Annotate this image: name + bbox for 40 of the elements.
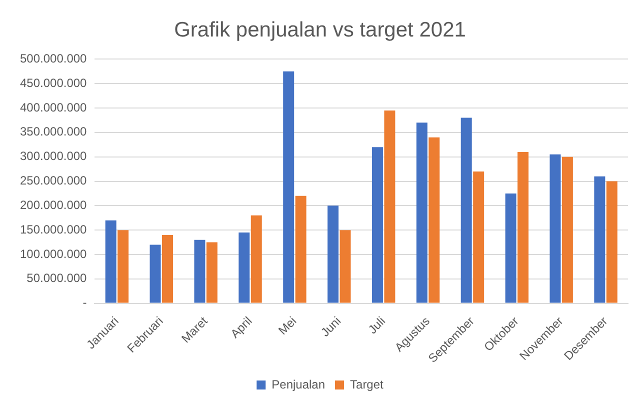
bar — [416, 122, 428, 303]
bar — [238, 232, 250, 303]
bar — [550, 154, 561, 303]
y-tick-label: 100.000.000 — [20, 246, 88, 261]
y-tick-label: 350.000.000 — [20, 124, 88, 139]
bar — [594, 176, 606, 303]
y-tick-label: 50.000.000 — [26, 271, 88, 286]
y-tick-label: 200.000.000 — [20, 198, 88, 212]
bar — [505, 193, 516, 303]
bar — [206, 242, 218, 303]
bar — [606, 181, 618, 303]
bar — [328, 206, 339, 303]
legend-label: Penjualan — [272, 377, 326, 392]
bar — [473, 171, 484, 303]
bar — [518, 152, 529, 303]
bar — [118, 230, 129, 303]
bar — [372, 147, 383, 303]
x-tick-label: Mei — [276, 314, 300, 338]
bar — [194, 240, 206, 303]
y-tick-label: 150.000.000 — [20, 222, 88, 236]
bar — [428, 137, 440, 303]
x-tick-label: Juli — [365, 314, 388, 337]
legend-label: Target — [350, 377, 384, 392]
bar — [460, 118, 472, 303]
bar — [283, 71, 294, 303]
bar — [295, 196, 306, 303]
bar — [105, 220, 116, 303]
bar — [150, 244, 161, 303]
y-tick-label: 450.000.000 — [20, 76, 88, 90]
bar — [162, 234, 173, 303]
y-tick-label: 250.000.000 — [20, 174, 88, 188]
bar — [562, 156, 573, 303]
bar — [250, 215, 262, 303]
bar — [384, 110, 396, 303]
y-tick-label: 400.000.000 — [20, 100, 88, 114]
y-tick-label: - — [82, 296, 87, 310]
y-tick-label: 500.000.000 — [20, 52, 88, 66]
bar — [340, 230, 351, 303]
chart-title: Grafik penjualan vs target 2021 — [174, 18, 466, 42]
y-tick-label: 300.000.000 — [20, 149, 88, 164]
